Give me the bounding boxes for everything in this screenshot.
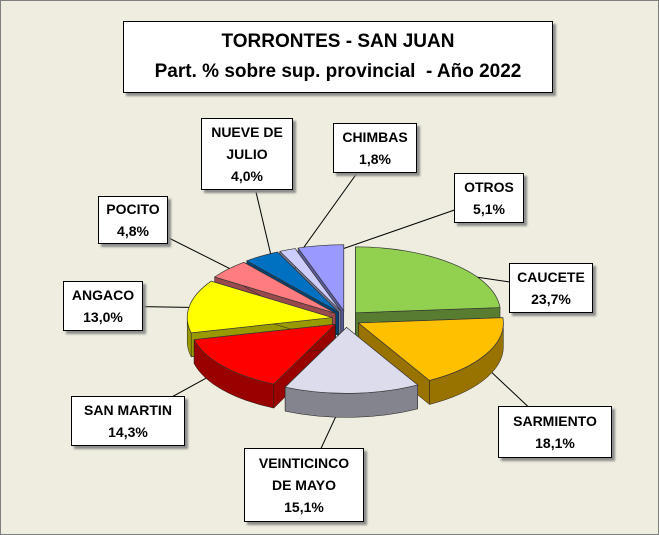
category-label: CHIMBAS	[342, 129, 408, 145]
value-label: 5,1%	[473, 201, 505, 217]
chart-title: TORRONTES - SAN JUAN	[221, 31, 455, 52]
value-label: 4,8%	[117, 223, 149, 239]
category-label: SARMIENTO	[513, 413, 597, 429]
pie-slice	[297, 244, 345, 312]
category-label: NUEVE DE JULIO	[211, 124, 283, 162]
data-label: NUEVE DE JULIO 4,0%	[201, 118, 293, 190]
pie-slice	[284, 326, 419, 394]
data-label: OTROS 5,1%	[454, 173, 524, 223]
value-label: 1,8%	[359, 151, 391, 167]
category-label: OTROS	[464, 179, 514, 195]
pie-slice	[186, 280, 333, 334]
pie-slice	[245, 251, 339, 313]
category-label: SAN MARTIN	[84, 402, 172, 418]
category-label: POCITO	[106, 201, 160, 217]
data-label: POCITO 4,8%	[98, 196, 168, 244]
data-label: ANGACO 13,0%	[63, 281, 143, 331]
value-label: 14,3%	[108, 424, 148, 440]
data-label: SAN MARTIN 14,3%	[71, 396, 185, 446]
pie-slice	[357, 317, 504, 381]
pie-slice	[355, 246, 501, 314]
value-label: 13,0%	[83, 309, 123, 325]
data-label: SARMIENTO 18,1%	[498, 406, 612, 458]
pie-slice	[193, 323, 337, 385]
category-label: CAUCETE	[517, 269, 585, 285]
pie-slice	[279, 248, 342, 312]
pie-slice	[213, 261, 336, 314]
title-box: TORRONTES - SAN JUAN Part. % sobre sup. …	[123, 21, 553, 93]
value-label: 4,0%	[231, 168, 263, 184]
value-label: 23,7%	[531, 291, 571, 307]
value-label: 15,1%	[284, 499, 324, 515]
chart-subtitle: Part. % sobre sup. provincial - Año 2022	[154, 61, 522, 82]
data-label: VEINTICINCO DE MAYO 15,1%	[244, 448, 364, 522]
category-label: VEINTICINCO DE MAYO	[258, 455, 350, 493]
category-label: ANGACO	[71, 287, 135, 303]
value-label: 18,1%	[535, 435, 575, 451]
data-label: CHIMBAS 1,8%	[333, 123, 417, 173]
data-label: CAUCETE 23,7%	[509, 263, 593, 313]
